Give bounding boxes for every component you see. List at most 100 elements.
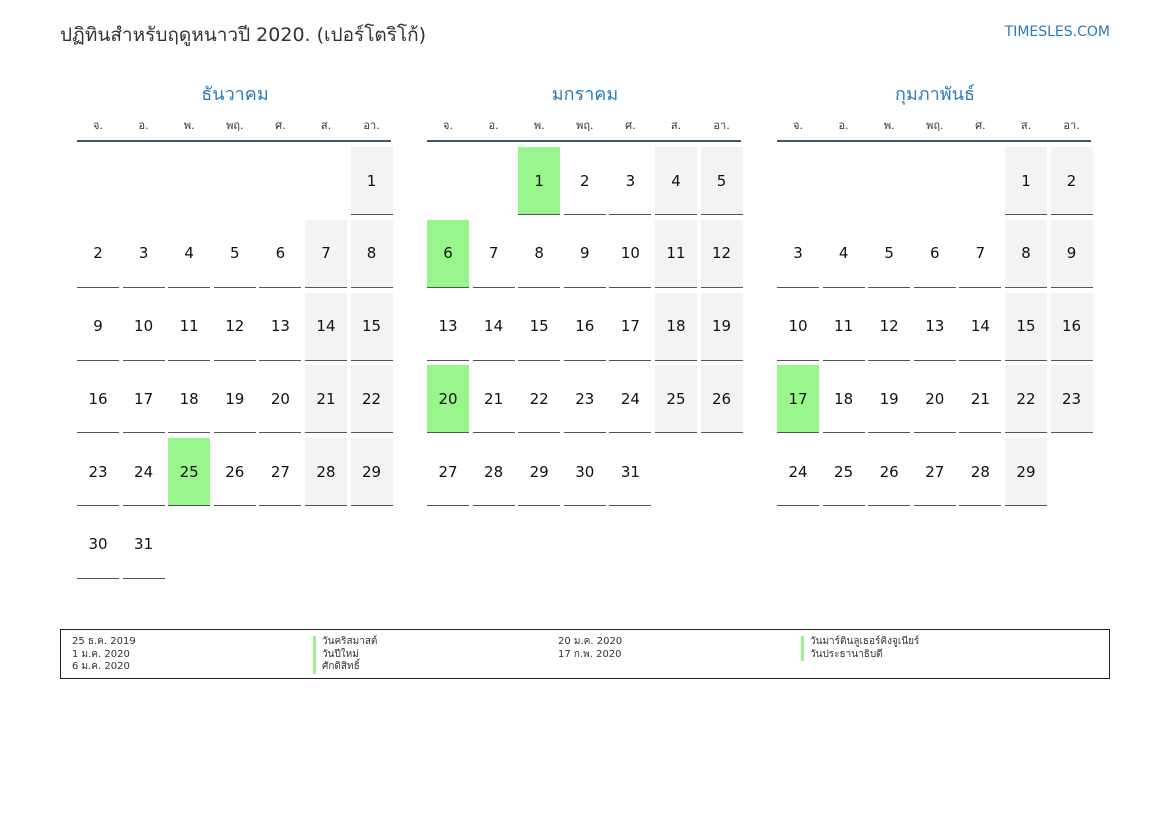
day-cell: 12	[700, 219, 743, 288]
day-cell: 5	[700, 147, 743, 215]
day-cell: 10	[777, 293, 819, 361]
legend-date: 1 ม.ค. 2020	[72, 648, 130, 660]
day-cell: 2	[1050, 147, 1093, 215]
weekday-header: จ. อ. พ. พฤ. ศ. ส. อา.	[777, 108, 1091, 142]
day-cell: 10	[122, 293, 165, 361]
legend-names-right: วันมาร์ตินลูเธอร์คิงจูเนียร์ วันประธานาธ…	[801, 636, 919, 661]
legend-dates-right: 20 ม.ค. 2020 17 ก.พ. 2020	[558, 636, 622, 661]
day-cell: 18	[168, 365, 211, 434]
weekday-label: พ.	[183, 119, 195, 132]
day-cell: 14	[472, 293, 515, 361]
day-cell: 19	[213, 365, 256, 434]
day-grid: 1 2 3 4 5 6 7 8 9 10 11 12 13 14 15 16 17 18 19 20 21 22 23 24 2…	[777, 147, 1093, 507]
legend-names-left: วันคริสมาสต์ วันปีใหม่ ศักดิสิทธิ์	[313, 636, 377, 674]
day-cell: 28	[472, 438, 515, 507]
month-name: มกราคม	[551, 84, 619, 105]
day-cell: 28	[959, 438, 1002, 507]
weekday-header: จ. อ. พ. พฤ. ศ. ส. อา.	[77, 108, 391, 142]
weekday-label: พ.	[533, 119, 545, 132]
day-cell: 24	[609, 365, 652, 434]
day-cell: 9	[1050, 219, 1093, 288]
day-cell: 11	[654, 219, 697, 288]
day-cell: 27	[913, 438, 956, 507]
day-cell: 4	[654, 147, 697, 215]
day-cell: 17	[122, 365, 165, 434]
day-cell: 12	[868, 293, 911, 361]
weekday-label: อา.	[1063, 119, 1080, 132]
day-cell: 6	[913, 220, 956, 288]
legend-holiday-name: วันคริสมาสต์	[313, 636, 377, 649]
day-cell: 9	[77, 293, 119, 361]
month-name: กุมภาพันธ์	[895, 84, 975, 105]
day-cell: 23	[1050, 365, 1093, 434]
day-cell: 27	[259, 438, 302, 507]
weekday-label: ศ.	[975, 119, 986, 132]
site-link[interactable]: TIMESLES.COM	[1004, 24, 1110, 40]
day-cell: 26	[700, 365, 743, 434]
day-cell: 29	[350, 438, 393, 507]
day-cell: 1	[1004, 147, 1047, 215]
month-name: ธันวาคม	[201, 84, 269, 105]
day-cell: 14	[304, 292, 347, 361]
weekday-label: จ.	[93, 119, 103, 132]
weekday-label: จ.	[793, 119, 803, 132]
day-cell: 26	[868, 438, 911, 507]
day-cell: 27	[427, 438, 469, 507]
day-cell: 23	[563, 365, 606, 434]
weekday-label: อ.	[488, 119, 499, 132]
day-cell: 22	[1004, 365, 1047, 434]
day-cell: 12	[213, 293, 256, 361]
day-cell: 19	[868, 365, 911, 434]
page-title: ปฏิทินสำหรับฤดูหนาวปี 2020. (เปอร์โตริโก…	[60, 24, 427, 46]
day-cell: 24	[122, 438, 165, 507]
day-cell: 23	[77, 438, 119, 507]
weekday-label: พ.	[883, 119, 895, 132]
day-cell: 16	[77, 365, 119, 434]
day-cell: 13	[913, 293, 956, 361]
day-cell: 15	[518, 293, 561, 361]
day-cell: 26	[213, 438, 256, 507]
day-cell: 1	[350, 147, 393, 215]
day-cell: 29	[1004, 438, 1047, 507]
day-cell: 30	[77, 511, 119, 579]
legend-holiday-name: วันมาร์ตินลูเธอร์คิงจูเนียร์	[801, 636, 919, 649]
day-cell: 31	[609, 438, 652, 507]
day-cell: 14	[959, 293, 1002, 361]
day-cell-holiday: 17	[777, 365, 819, 434]
day-cell: 18	[822, 365, 865, 434]
day-cell: 4	[168, 220, 211, 288]
weekday-label: พฤ.	[226, 119, 244, 132]
day-cell: 25	[654, 365, 697, 434]
legend-holiday-name: วันปีใหม่	[313, 648, 377, 661]
day-cell: 20	[259, 365, 302, 434]
holiday-legend: 25 ธ.ค. 2019 1 ม.ค. 2020 6 ม.ค. 2020 วัน…	[60, 629, 1110, 679]
day-cell: 24	[777, 438, 819, 507]
day-cell: 9	[563, 220, 606, 288]
day-cell: 17	[609, 293, 652, 361]
day-cell: 30	[563, 438, 606, 507]
day-cell: 7	[304, 219, 347, 288]
day-cell: 4	[822, 220, 865, 288]
day-cell: 6	[259, 220, 302, 288]
day-cell-holiday: 6	[427, 219, 469, 288]
weekday-label: พฤ.	[926, 119, 944, 132]
day-cell: 8	[1004, 219, 1047, 288]
weekday-label: อา.	[713, 119, 730, 132]
day-cell: 3	[777, 220, 819, 288]
day-cell-holiday: 25	[168, 438, 211, 507]
day-cell: 11	[168, 293, 211, 361]
weekday-label: ส.	[1020, 119, 1032, 132]
day-cell: 2	[77, 220, 119, 288]
weekday-label: อ.	[838, 119, 849, 132]
legend-date: 25 ธ.ค. 2019	[72, 636, 136, 647]
day-cell: 2	[563, 147, 606, 215]
day-cell: 15	[1004, 292, 1047, 361]
day-cell: 8	[350, 219, 393, 288]
day-grid: 1 2 3 4 5 6 7 8 9 10 11 12 13 14 15 16 17 18 19 20 21 22 23 24 2…	[77, 147, 393, 579]
day-cell: 20	[913, 365, 956, 434]
day-cell: 7	[959, 220, 1002, 288]
weekday-header: จ. อ. พ. พฤ. ศ. ส. อา.	[427, 108, 741, 142]
